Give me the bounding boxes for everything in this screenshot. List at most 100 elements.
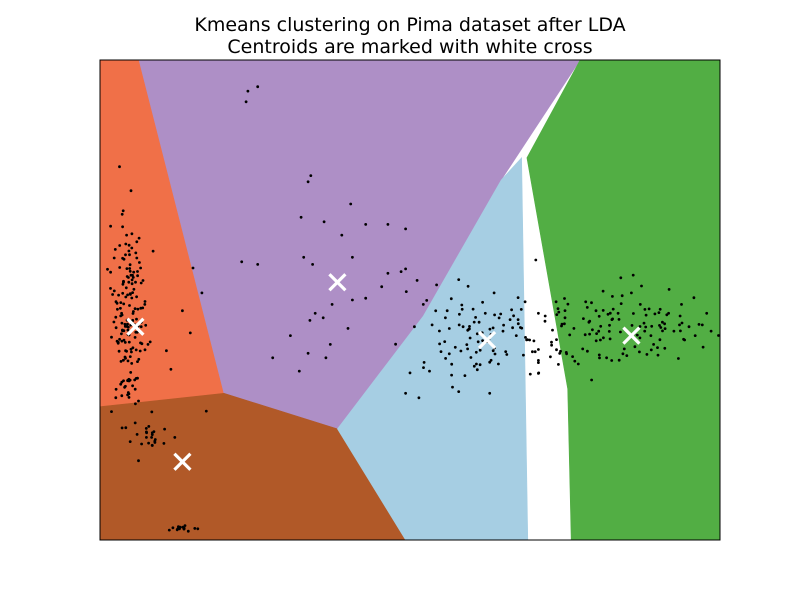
data-point — [117, 293, 120, 297]
data-point — [112, 320, 116, 324]
data-point — [122, 358, 125, 362]
data-point — [330, 303, 334, 306]
data-point — [349, 202, 353, 206]
data-point — [112, 289, 116, 293]
data-point — [121, 282, 125, 286]
data-point — [128, 253, 131, 257]
data-point — [110, 335, 113, 339]
data-point — [133, 307, 137, 310]
data-point — [564, 351, 568, 354]
data-point — [724, 298, 727, 301]
data-point — [608, 323, 611, 327]
data-point — [186, 529, 190, 533]
data-point — [114, 387, 118, 391]
data-point — [109, 287, 112, 290]
data-point — [516, 322, 520, 326]
data-point — [299, 215, 303, 219]
data-point — [118, 337, 121, 341]
data-point — [124, 349, 127, 353]
data-point — [143, 303, 147, 306]
data-point — [658, 307, 662, 311]
data-point — [131, 346, 135, 350]
data-point — [549, 355, 552, 359]
data-point — [133, 421, 137, 425]
data-point — [173, 436, 177, 439]
data-point — [659, 326, 663, 329]
data-point — [126, 393, 129, 397]
data-point — [439, 350, 443, 353]
data-point — [132, 287, 136, 291]
data-point — [380, 285, 384, 289]
data-point — [526, 338, 529, 341]
data-point — [141, 306, 145, 310]
data-point — [709, 329, 713, 333]
data-point — [308, 319, 312, 322]
data-point — [116, 307, 119, 311]
data-point — [322, 220, 326, 224]
data-point — [556, 307, 560, 310]
data-point — [126, 328, 130, 332]
data-point — [584, 300, 588, 304]
data-point — [240, 260, 244, 264]
data-point — [531, 350, 534, 354]
data-point — [619, 276, 623, 280]
centroid-markers — [126, 273, 641, 471]
data-point — [140, 342, 144, 346]
data-point — [450, 373, 453, 377]
data-point — [466, 284, 470, 288]
data-point — [246, 89, 250, 93]
data-point — [734, 347, 737, 350]
data-point — [458, 312, 461, 316]
data-point — [679, 329, 682, 333]
data-point — [134, 280, 137, 284]
data-point — [340, 233, 344, 237]
data-point — [351, 255, 354, 259]
data-point — [150, 444, 154, 447]
data-point — [196, 527, 200, 531]
data-point — [663, 322, 666, 326]
data-point — [204, 409, 208, 413]
data-point — [127, 243, 131, 247]
data-point — [150, 436, 154, 439]
data-point — [571, 355, 574, 358]
data-point — [302, 255, 306, 259]
data-point — [677, 357, 680, 360]
data-point — [632, 312, 635, 315]
data-point — [404, 290, 408, 293]
data-point — [493, 313, 496, 317]
data-point — [644, 325, 648, 329]
data-point — [128, 263, 132, 267]
data-point — [653, 312, 657, 316]
data-point — [123, 322, 127, 326]
data-point — [481, 300, 484, 304]
data-point — [510, 308, 513, 312]
data-point — [447, 327, 451, 330]
data-point — [289, 334, 292, 337]
data-point — [137, 399, 140, 403]
data-point — [306, 180, 310, 184]
data-point — [123, 341, 127, 344]
data-point — [143, 348, 147, 352]
data-point — [135, 295, 139, 299]
data-point — [537, 348, 540, 351]
data-point — [468, 336, 472, 340]
data-point — [128, 440, 132, 443]
data-point — [131, 291, 135, 294]
data-point — [120, 380, 124, 384]
data-point — [554, 300, 558, 304]
data-point — [597, 314, 601, 318]
data-point — [120, 212, 124, 216]
data-point — [133, 387, 137, 391]
data-point — [147, 441, 151, 445]
data-point — [136, 307, 140, 311]
data-point — [475, 368, 479, 372]
data-point — [505, 353, 509, 356]
data-point — [136, 274, 140, 278]
data-point — [311, 263, 314, 266]
data-point — [113, 248, 117, 251]
data-point — [124, 426, 128, 430]
data-point — [608, 337, 612, 341]
data-point — [791, 309, 794, 312]
plot-area — [100, 60, 794, 540]
data-point — [601, 309, 605, 312]
